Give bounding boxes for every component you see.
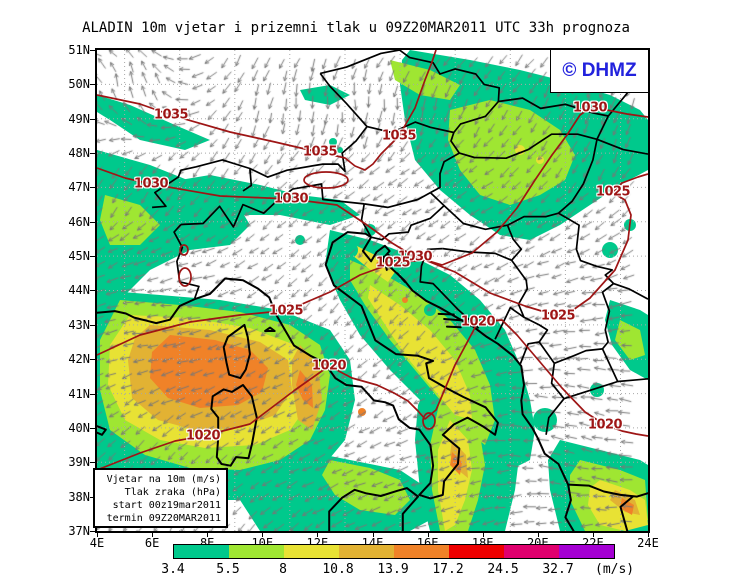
lat-tick-label: 45N <box>68 249 90 264</box>
lat-tick-label: 39N <box>68 455 90 470</box>
lat-tick-label: 42N <box>68 352 90 367</box>
isobar-value-label: 1030 <box>572 100 608 116</box>
colorbar-segment <box>504 545 559 558</box>
lon-tick-mark <box>537 531 539 537</box>
colorbar-segment <box>559 545 614 558</box>
wind-arrows-canvas <box>97 50 648 531</box>
lat-tick-mark <box>90 359 96 361</box>
colorbar-tick-label: 3.4 <box>161 562 185 577</box>
lon-tick-mark <box>152 531 154 537</box>
lat-tick-label: 46N <box>68 214 90 229</box>
isobar-value-label: 1035 <box>153 107 189 123</box>
isobar-value-label: 1025 <box>595 184 631 200</box>
lat-tick-mark <box>90 393 96 395</box>
legend-line-pressure: Tlak zraka (hPa) <box>124 487 221 498</box>
lat-tick-mark <box>90 153 96 155</box>
wind-speed-colorbar <box>173 544 615 559</box>
coastline-isobar-layer <box>97 50 648 531</box>
legend-line-start: start 00z19mar2011 <box>112 500 221 511</box>
isobar-value-label: 1020 <box>185 428 221 444</box>
lat-tick-label: 43N <box>68 317 90 332</box>
lat-tick-mark <box>90 187 96 189</box>
isobar-value-label: 1025 <box>540 308 576 324</box>
lon-tick-mark <box>427 531 429 537</box>
isobar-value-label: 1025 <box>268 303 304 319</box>
lon-tick-mark <box>207 531 209 537</box>
dhmz-logo: © DHMZ <box>550 50 648 93</box>
lat-tick-mark <box>90 427 96 429</box>
isobar-lines <box>97 50 648 471</box>
colorbar-tick-label: 32.7 <box>542 562 574 577</box>
lon-tick-mark <box>372 531 374 537</box>
colorbar-tick-label: 17.2 <box>432 562 464 577</box>
lat-tick-mark <box>90 50 96 51</box>
lon-tick-mark <box>262 531 264 537</box>
colorbar-unit: (m/s) <box>595 562 635 577</box>
lon-tick-mark <box>592 531 594 537</box>
lat-tick-mark <box>90 256 96 258</box>
chart-title: ALADIN 10m vjetar i prizemni tlak u 09Z2… <box>82 20 630 36</box>
isobar-value-label: 1030 <box>133 176 169 192</box>
lat-tick-label: 51N <box>68 43 90 57</box>
lat-tick-label: 50N <box>68 77 90 92</box>
colorbar-segment <box>394 545 449 558</box>
isobar-value-label: 1030 <box>273 191 309 207</box>
colorbar-segment <box>339 545 394 558</box>
lon-tick-mark <box>97 531 98 537</box>
isobar-value-label: 1025 <box>375 255 411 271</box>
colorbar-segment <box>229 545 284 558</box>
isobar-value-label: 1035 <box>302 144 338 160</box>
lat-tick-mark <box>90 530 96 532</box>
lat-tick-label: 49N <box>68 111 90 126</box>
lon-tick-label: 4E <box>89 536 105 550</box>
country-borders <box>152 50 648 435</box>
colorbar-segment <box>174 545 229 558</box>
legend-line-wind: Vjetar na 10m (m/s) <box>106 474 221 485</box>
legend-line-termin: termin 09Z20MAR2011 <box>106 513 221 524</box>
lat-tick-mark <box>90 324 96 326</box>
lat-tick-label: 41N <box>68 386 90 401</box>
lon-tick-mark <box>482 531 484 537</box>
isobar-value-label: 1020 <box>587 417 623 433</box>
isobar-value-label: 1035 <box>381 128 417 144</box>
colorbar-tick-label: 24.5 <box>487 562 519 577</box>
lat-tick-label: 38N <box>68 489 90 504</box>
lon-tick-mark <box>317 531 319 537</box>
dhmz-logo-text: © DHMZ <box>562 60 637 81</box>
colorbar-tick-label: 8 <box>279 562 287 577</box>
colorbar-tick-label: 10.8 <box>322 562 354 577</box>
lat-tick-label: 47N <box>68 180 90 195</box>
lat-tick-label: 44N <box>68 283 90 298</box>
colorbar-segment <box>449 545 504 558</box>
colorbar-tick-label: 13.9 <box>377 562 409 577</box>
lat-tick-label: 48N <box>68 146 90 161</box>
coastlines <box>97 231 648 531</box>
lon-tick-label: 6E <box>144 536 160 550</box>
lat-tick-label: 40N <box>68 420 90 435</box>
lat-tick-mark <box>90 290 96 292</box>
lat-tick-mark <box>90 118 96 120</box>
lat-tick-mark <box>90 221 96 223</box>
isobar-value-label: 1020 <box>311 358 347 374</box>
colorbar-tick-label: 5.5 <box>216 562 240 577</box>
lat-tick-mark <box>90 462 96 464</box>
isobar-value-label: 1030 <box>397 249 433 265</box>
lat-tick-mark <box>90 84 96 86</box>
forecast-map <box>95 48 650 533</box>
colorbar-segment <box>284 545 339 558</box>
lon-tick-mark <box>648 531 649 537</box>
lat-tick-label: 37N <box>68 523 90 538</box>
isobar-value-label: 1020 <box>460 314 496 330</box>
lon-tick-label: 24E <box>637 536 659 550</box>
legend-info-box: Vjetar na 10m (m/s) Tlak zraka (hPa) sta… <box>93 468 228 528</box>
